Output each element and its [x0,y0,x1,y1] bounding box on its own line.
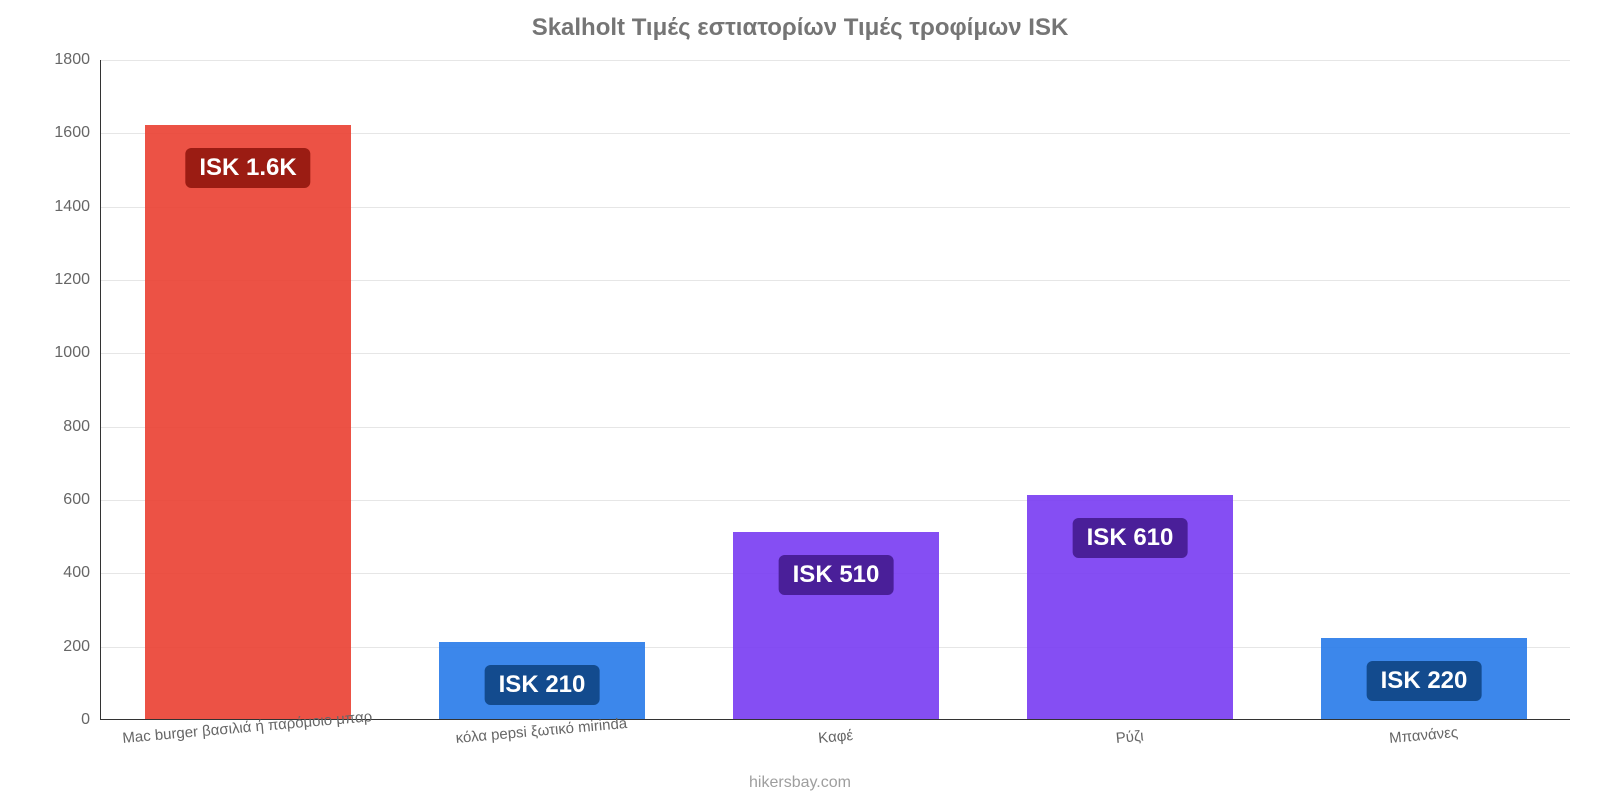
bar [145,125,351,719]
y-tick-label: 600 [10,491,90,509]
value-badge: ISK 1.6K [185,148,310,188]
value-badge: ISK 220 [1367,661,1482,701]
y-tick-label: 200 [10,638,90,656]
chart-container: Skalholt Τιμές εστιατορίων Τιμές τροφίμω… [0,0,1600,800]
x-tick-label: Ρύζι [1115,728,1144,747]
y-tick-label: 0 [10,711,90,729]
y-tick-label: 1200 [10,271,90,289]
y-tick-label: 1400 [10,198,90,216]
y-tick-label: 800 [10,418,90,436]
value-badge: ISK 610 [1073,518,1188,558]
y-tick-label: 1000 [10,344,90,362]
x-tick-label: Καφέ [818,727,854,747]
value-badge: ISK 510 [779,555,894,595]
plot-area: ISK 1.6K ISK 210 ISK 510 ISK 610 ISK 220 [100,60,1570,720]
y-tick-label: 1800 [10,51,90,69]
gridline [101,60,1570,61]
value-badge: ISK 210 [485,665,600,705]
chart-title: Skalholt Τιμές εστιατορίων Τιμές τροφίμω… [0,14,1600,42]
y-tick-label: 1600 [10,124,90,142]
chart-footer: hikersbay.com [0,774,1600,792]
y-tick-label: 400 [10,564,90,582]
x-tick-label: Μπανάνες [1389,724,1459,747]
